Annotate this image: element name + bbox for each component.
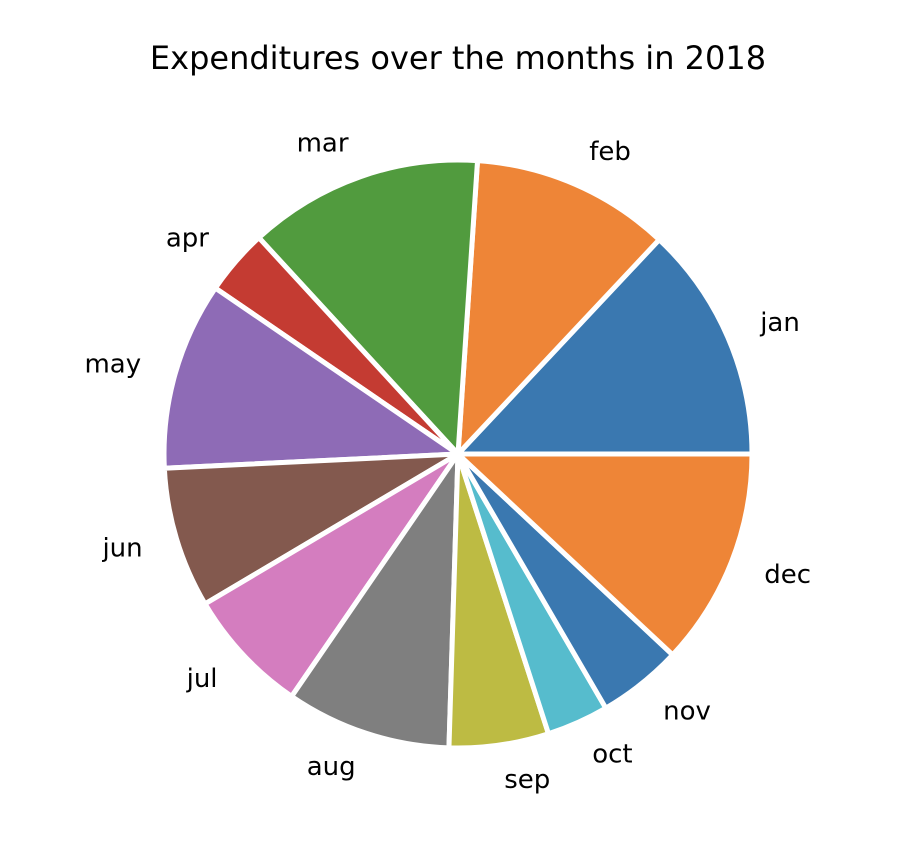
pie-label-mar: mar xyxy=(297,128,349,158)
pie-slice-may xyxy=(161,284,466,471)
pie-label-dec: dec xyxy=(764,560,811,590)
pie-slice-mar xyxy=(255,157,481,460)
pie-slice-dec xyxy=(451,451,755,659)
pie-label-aug: aug xyxy=(307,752,356,782)
pie-label-jul: jul xyxy=(186,664,218,694)
pie-label-nov: nov xyxy=(663,697,711,727)
pie-slices xyxy=(161,157,755,751)
pie-slice-jun xyxy=(161,451,460,608)
pie-label-feb: feb xyxy=(589,137,631,167)
chart-title: Expenditures over the months in 2018 xyxy=(150,39,766,77)
pie-label-jun: jun xyxy=(101,534,142,564)
pie-label-sep: sep xyxy=(504,765,550,795)
pie-labels: jan feb mar apr may jun jul aug sep oct nov dec xyxy=(84,128,811,795)
pie-label-apr: apr xyxy=(166,224,209,254)
pie-slice-aug xyxy=(288,445,461,751)
pie-label-jan: jan xyxy=(759,308,800,338)
pie-label-may: may xyxy=(84,349,141,379)
pie-slice-jan xyxy=(452,236,755,457)
pie-label-oct: oct xyxy=(592,740,632,770)
pie-slice-feb xyxy=(455,157,663,461)
